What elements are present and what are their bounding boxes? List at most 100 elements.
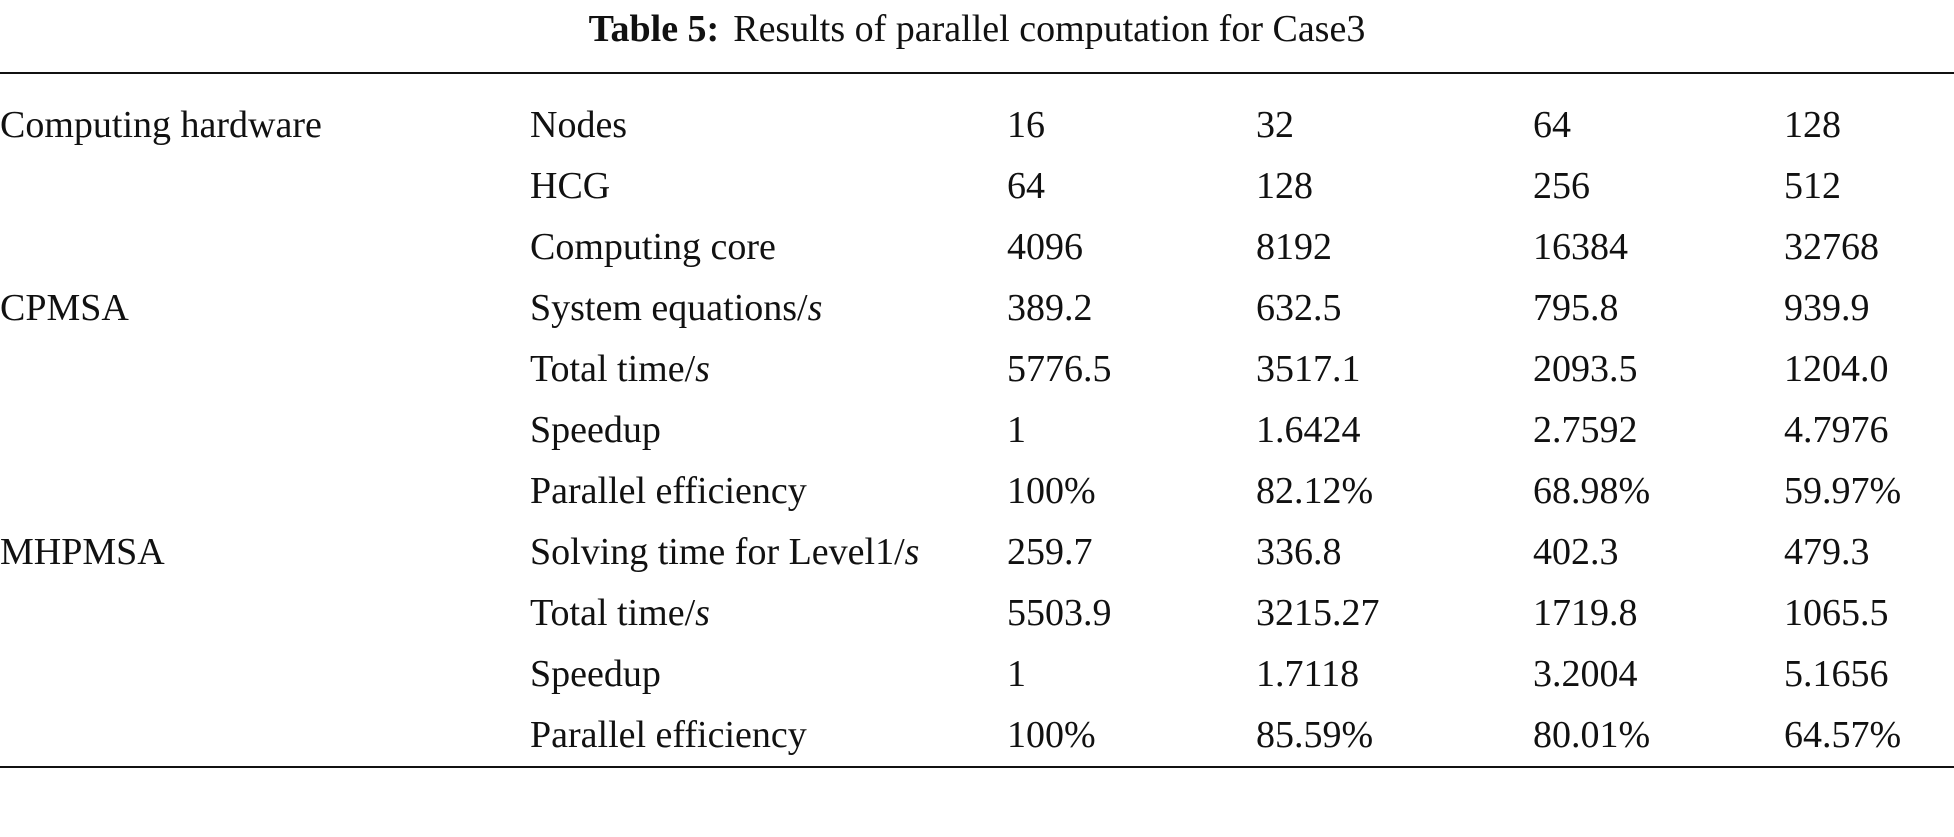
value-cell: 100% [1007, 705, 1256, 767]
group-cell [0, 705, 530, 767]
metric-cell: HCG [530, 156, 1007, 217]
caption: Table 5: Results of parallel computation … [0, 4, 1954, 54]
value: 512 [1784, 165, 1841, 207]
table-row: Parallel efficiency 100% 82.12% 68.98% 59.97… [0, 461, 1954, 522]
value-cell: 64.57% [1784, 705, 1954, 767]
metric-text: Nodes [530, 104, 628, 146]
value: 632.5 [1256, 287, 1342, 329]
metric-label: Total time/s [530, 590, 970, 636]
metric-cell: Computing core [530, 217, 1007, 278]
metric-label: Parallel efficiency [530, 712, 970, 758]
value: 256 [1533, 165, 1590, 207]
results-table: Computing hardware Nodes 16 32 64 128 HCG 64 128… [0, 72, 1954, 768]
caption-label: Table 5: [588, 8, 720, 50]
metric-text: Total time/ [530, 348, 696, 390]
value-cell: 336.8 [1256, 522, 1533, 583]
value: 259.7 [1007, 531, 1093, 573]
value-cell: 795.8 [1533, 278, 1784, 339]
metric-unit: s [695, 592, 710, 634]
value: 4096 [1007, 226, 1083, 268]
value-cell: 1065.5 [1784, 583, 1954, 644]
value-cell: 1719.8 [1533, 583, 1784, 644]
metric-label: System equations/s [530, 285, 970, 331]
value-cell: 389.2 [1007, 278, 1256, 339]
value: 128 [1256, 165, 1313, 207]
value: 4.7976 [1784, 409, 1889, 451]
value-cell: 4096 [1007, 217, 1256, 278]
value: 3517.1 [1256, 348, 1361, 390]
metric-cell: Parallel efficiency [530, 705, 1007, 767]
value: 100% [1007, 470, 1096, 512]
group-label: Computing hardware [0, 104, 322, 146]
value: 100% [1007, 714, 1096, 756]
value: 1.6424 [1256, 409, 1361, 451]
metric-label: Speedup [530, 407, 970, 453]
value-cell: 59.97% [1784, 461, 1954, 522]
value-cell: 64 [1007, 156, 1256, 217]
metric-label: Parallel efficiency [530, 468, 970, 514]
metric-cell: Nodes [530, 73, 1007, 156]
group-cell: Computing hardware [0, 73, 530, 156]
metric-text: Speedup [530, 409, 661, 451]
metric-unit: s [904, 531, 920, 573]
group-cell: MHPMSA [0, 522, 530, 583]
value: 8192 [1256, 226, 1332, 268]
value-cell: 128 [1256, 156, 1533, 217]
value: 939.9 [1784, 287, 1870, 329]
metric-unit: s [807, 287, 823, 329]
value-cell: 1204.0 [1784, 339, 1954, 400]
table-row: Computing core 4096 8192 16384 32768 [0, 217, 1954, 278]
metric-text: Speedup [530, 653, 661, 695]
value-cell: 8192 [1256, 217, 1533, 278]
caption-text: Results of parallel computation for Case… [733, 8, 1366, 50]
value: 1719.8 [1533, 592, 1638, 634]
metric-text: Computing core [530, 226, 776, 268]
value-cell: 2093.5 [1533, 339, 1784, 400]
value: 402.3 [1533, 531, 1619, 573]
value: 80.01% [1533, 714, 1651, 756]
metric-label: Solving time for Level1/s [530, 529, 970, 575]
metric-cell: Total time/s [530, 583, 1007, 644]
value-cell: 3.2004 [1533, 644, 1784, 705]
metric-label: Computing core [530, 224, 970, 270]
value: 3.2004 [1533, 653, 1638, 695]
value-cell: 2.7592 [1533, 400, 1784, 461]
value-cell: 632.5 [1256, 278, 1533, 339]
metric-text: Total time/ [530, 592, 696, 634]
metric-text: Parallel efficiency [530, 714, 807, 756]
value-cell: 100% [1007, 461, 1256, 522]
metric-cell: Parallel efficiency [530, 461, 1007, 522]
metric-text: Solving time for Level1/ [530, 531, 905, 573]
metric-text: Parallel efficiency [530, 470, 807, 512]
value: 479.3 [1784, 531, 1870, 573]
group-cell [0, 583, 530, 644]
value: 1 [1007, 409, 1026, 451]
metric-label: Total time/s [530, 346, 970, 392]
metric-label: HCG [530, 163, 970, 209]
value: 5.1656 [1784, 653, 1889, 695]
value: 2.7592 [1533, 409, 1638, 451]
value-cell: 68.98% [1533, 461, 1784, 522]
metric-label: Speedup [530, 651, 970, 697]
table-row: Computing hardware Nodes 16 32 64 128 [0, 73, 1954, 156]
value: 336.8 [1256, 531, 1342, 573]
table-row: Speedup 1 1.7118 3.2004 5.1656 [0, 644, 1954, 705]
value: 128 [1784, 104, 1841, 146]
value: 82.12% [1256, 470, 1374, 512]
value: 16384 [1533, 226, 1628, 268]
value: 1065.5 [1784, 592, 1889, 634]
value: 64 [1533, 104, 1571, 146]
table-row: CPMSA System equations/s 389.2 632.5 795.8 93… [0, 278, 1954, 339]
value: 1204.0 [1784, 348, 1889, 390]
table-row: Speedup 1 1.6424 2.7592 4.7976 [0, 400, 1954, 461]
table-row: Total time/s 5503.9 3215.27 1719.8 1065.5 [0, 583, 1954, 644]
metric-label: Nodes [530, 102, 970, 148]
value-cell: 1 [1007, 644, 1256, 705]
value-cell: 5503.9 [1007, 583, 1256, 644]
value-cell: 1 [1007, 400, 1256, 461]
group-cell [0, 339, 530, 400]
value-cell: 5.1656 [1784, 644, 1954, 705]
group-cell [0, 217, 530, 278]
value-cell: 32 [1256, 73, 1533, 156]
value: 68.98% [1533, 470, 1651, 512]
